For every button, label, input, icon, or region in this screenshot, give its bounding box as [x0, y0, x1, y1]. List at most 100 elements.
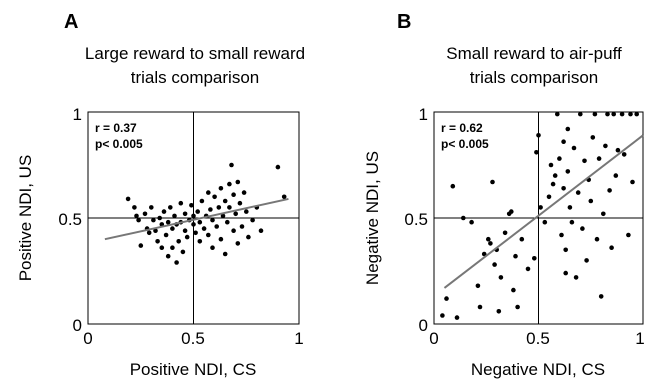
panel-b-y-tick-0-5: 0.5	[404, 210, 428, 229]
panel-b-point-6	[469, 219, 474, 225]
panel-a-point-36	[191, 213, 196, 219]
panel-a-point-48	[210, 217, 215, 223]
panel-a-point-23	[172, 213, 177, 219]
panel-b-point-68	[621, 152, 627, 157]
panel-a-title-line-1: Large reward to small reward	[85, 44, 305, 63]
panel-b-point-31	[548, 162, 554, 168]
panel-b-point-71	[630, 179, 635, 185]
panel-b-point-13	[492, 262, 497, 267]
panel-b-point-54	[590, 135, 596, 140]
panel-a-point-35	[191, 222, 196, 227]
panel-b-point-49	[580, 226, 585, 231]
panel-a-point-45	[206, 190, 211, 195]
panel-b-point-9	[481, 251, 487, 257]
panel-a-point-70	[246, 234, 251, 240]
panel-a-point-21	[170, 245, 175, 250]
panel-a-point-57	[225, 219, 230, 225]
panel-b-point-15	[496, 309, 502, 314]
panel-b-point-2	[444, 296, 449, 301]
panel-b-point-24	[525, 266, 531, 272]
panel-b-point-12	[490, 179, 495, 185]
panel-a-point-3	[134, 213, 139, 219]
panel-a-point-60	[229, 162, 234, 168]
panel-a-point-17	[163, 232, 169, 238]
panel-b-point-69	[626, 232, 631, 238]
panel-a-point-63	[233, 211, 238, 217]
panel-b-point-58	[598, 294, 604, 299]
panel-b-point-34	[555, 111, 560, 117]
panel-a-point-22	[170, 226, 175, 231]
panel-b-point-32	[550, 181, 556, 187]
panel-b-point-45	[571, 145, 577, 151]
panel-b-point-43	[567, 205, 573, 210]
panel-a-point-5	[138, 243, 144, 248]
panel-a-x-tick-0-5: 0.5	[181, 329, 205, 348]
panel-b-y-axis-label: Negative NDI, US	[363, 151, 382, 285]
panel-b-point-44	[569, 219, 575, 225]
panel-a-point-16	[161, 209, 167, 214]
panel-b-point-41	[565, 169, 571, 174]
panel-b-point-21	[513, 253, 518, 259]
panel-a-point-41	[199, 198, 205, 204]
panel-a-title-line-2: trials comparison	[131, 68, 260, 87]
panel-a-y-axis-label: Positive NDI, US	[16, 155, 35, 282]
panel-a-point-71	[250, 217, 255, 223]
panel-a-point-74	[275, 164, 281, 170]
panel-a-point-55	[222, 251, 228, 257]
panel-a-point-18	[165, 253, 171, 259]
panel-a-point-38	[195, 209, 200, 214]
panel-b-point-20	[511, 287, 516, 293]
panel-b-point-19	[509, 209, 514, 214]
panel-b-point-42	[565, 126, 571, 132]
panel-b-point-61	[605, 111, 610, 117]
panel-b-point-28	[538, 205, 543, 210]
panel-a-point-32	[184, 234, 190, 240]
panel-a-point-20	[168, 205, 173, 210]
panel-a-point-52	[218, 236, 224, 242]
panel-a-point-8	[146, 230, 152, 236]
panel-b-point-37	[561, 186, 566, 191]
panel-a-point-6	[142, 211, 148, 217]
panel-a-point-12	[155, 239, 160, 244]
panel-a-point-61	[231, 228, 236, 233]
panel-a-point-68	[241, 190, 247, 195]
panel-a-point-59	[227, 205, 232, 210]
panel-a-y-tick-1: 1	[73, 105, 82, 124]
panel-b-point-62	[607, 188, 612, 193]
panel-b-point-40	[563, 270, 568, 276]
panel-b-point-67	[619, 111, 625, 117]
panel-b-title-line-1: Small reward to air-puff	[446, 44, 622, 63]
panel-a-point-49	[212, 194, 217, 200]
panel-b-point-51	[584, 258, 589, 263]
panel-a-point-14	[159, 245, 165, 250]
panel-b-x-tick-1: 1	[635, 329, 644, 348]
panel-b-point-64	[611, 111, 616, 117]
panel-a-point-42	[201, 226, 207, 231]
panel-b-point-22	[515, 304, 520, 310]
panel-b-point-65	[613, 173, 619, 178]
panel-a-point-27	[178, 200, 184, 206]
panel-b-point-72	[634, 111, 639, 117]
panel-a-y-tick-0-5: 0.5	[58, 210, 82, 229]
panel-b-point-23	[519, 236, 525, 242]
panel-a-point-73	[258, 228, 264, 233]
panel-a-point-67	[239, 224, 245, 229]
panel-a-points	[125, 162, 287, 265]
panel-b-letter: B	[397, 11, 411, 33]
panel-a-point-69	[244, 209, 249, 214]
panel-b-point-16	[498, 275, 504, 280]
panel-a-point-46	[208, 207, 213, 212]
panel-b-point-27	[536, 133, 541, 138]
panel-a-point-39	[197, 239, 203, 244]
panel-a-point-2	[132, 205, 137, 210]
panel-b: B Small reward to air-puff trials compar…	[363, 11, 645, 379]
panel-a-point-4	[136, 217, 141, 223]
panel-a-y-tick-0: 0	[73, 316, 82, 335]
panel-a-point-65	[235, 179, 241, 185]
panel-a-point-30	[182, 228, 188, 233]
panel-b-stat-r: r = 0.62	[441, 121, 483, 135]
panel-a-point-62	[231, 192, 236, 197]
panel-b-stat-p: p< 0.005	[441, 137, 489, 151]
panel-a-point-13	[157, 215, 162, 221]
panel-b-point-36	[559, 232, 564, 238]
